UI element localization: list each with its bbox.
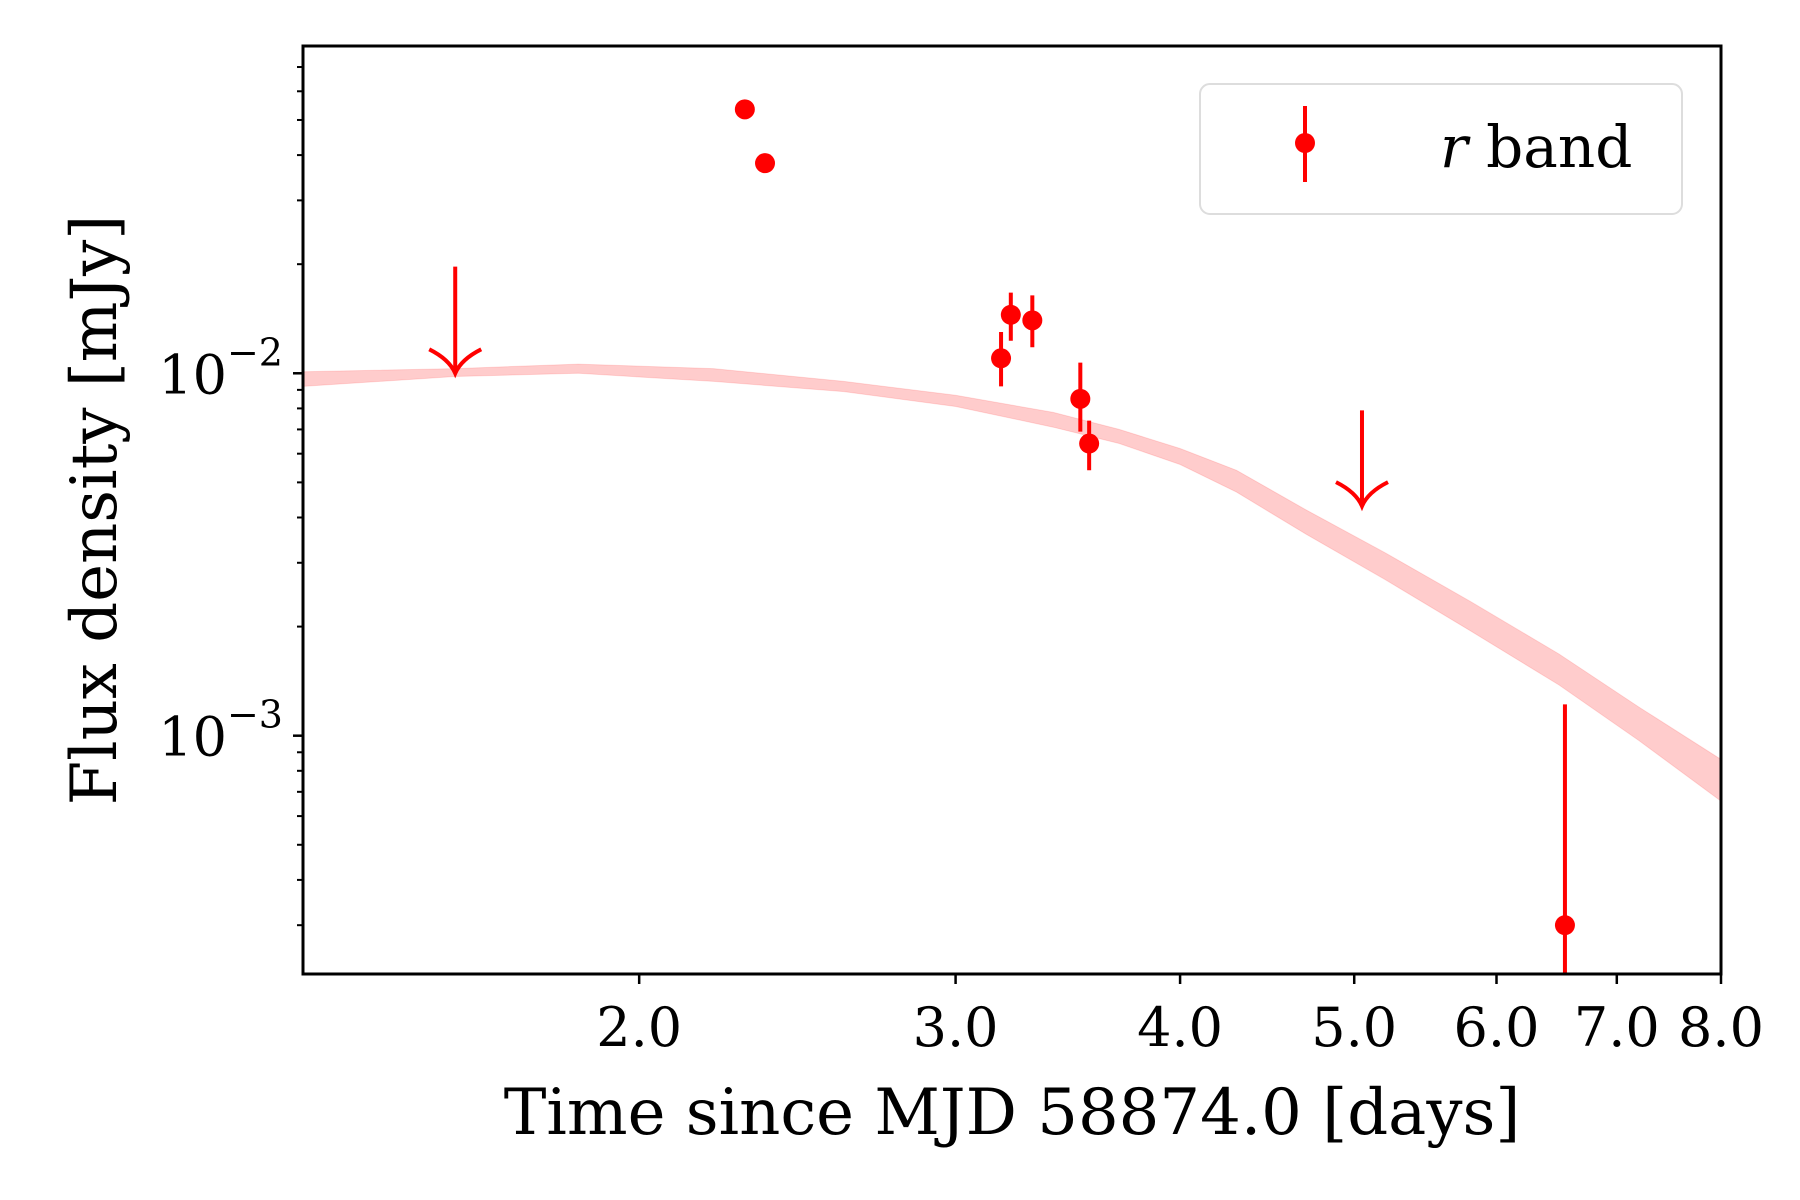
legend-label-rest: band: [1468, 113, 1633, 181]
upper-limit-arrowhead: [428, 347, 483, 379]
model-band-layer: [303, 363, 1721, 802]
y-tick-base: 10: [158, 706, 227, 769]
data-layer: [428, 99, 1575, 974]
data-point: [1554, 704, 1575, 974]
data-marker: [1022, 310, 1043, 331]
plot-frame: [301, 44, 1723, 976]
upper-limit-arrowhead: [1335, 480, 1389, 512]
data-point: [1022, 295, 1043, 348]
data-point: [1070, 362, 1091, 432]
data-marker: [991, 348, 1012, 369]
data-marker: [1554, 915, 1575, 936]
y-tick-label: 10−2: [158, 330, 283, 406]
data-point: [1079, 420, 1100, 471]
x-tick-label: 7.0: [1574, 996, 1660, 1059]
y-tick-base: 10: [158, 343, 227, 406]
x-tick-label: 5.0: [1311, 996, 1397, 1059]
major-ticks: [293, 372, 1723, 984]
y-tick-label: 10−3: [158, 693, 283, 769]
data-marker: [1070, 388, 1091, 409]
data-point: [734, 99, 755, 120]
legend-label-italic: r: [1440, 113, 1471, 181]
data-marker: [1000, 304, 1021, 325]
x-tick-label: 8.0: [1678, 996, 1764, 1059]
data-point: [991, 331, 1012, 387]
model-band: [303, 363, 1721, 802]
upper-limit-arrow: [428, 266, 483, 379]
data-point: [755, 153, 776, 174]
y-tick-exponent: −3: [227, 693, 283, 737]
y-tick-labels: 10−210−3: [158, 330, 283, 768]
data-marker: [755, 153, 776, 174]
x-tick-labels: 2.0 3.0 4.0 5.0 6.0 7.0 8.0: [596, 996, 1764, 1059]
x-axis-label: Time since MJD 58874.0 [days]: [504, 1076, 1521, 1150]
legend: r band: [1199, 83, 1683, 215]
x-tick-label: 3.0: [913, 996, 999, 1059]
y-axis-label: Flux density [mJy]: [58, 215, 132, 806]
x-tick-label: 4.0: [1137, 996, 1223, 1059]
data-marker: [1079, 433, 1100, 454]
legend-label: r band: [1440, 113, 1632, 181]
x-tick-label: 2.0: [596, 996, 682, 1059]
y-tick-exponent: −2: [227, 330, 283, 374]
legend-box: [1199, 83, 1683, 215]
x-tick-label: 6.0: [1454, 996, 1540, 1059]
data-point: [1000, 292, 1021, 341]
data-marker: [734, 99, 755, 120]
legend-marker: [1295, 133, 1315, 153]
upper-limit-arrow: [1335, 410, 1389, 512]
